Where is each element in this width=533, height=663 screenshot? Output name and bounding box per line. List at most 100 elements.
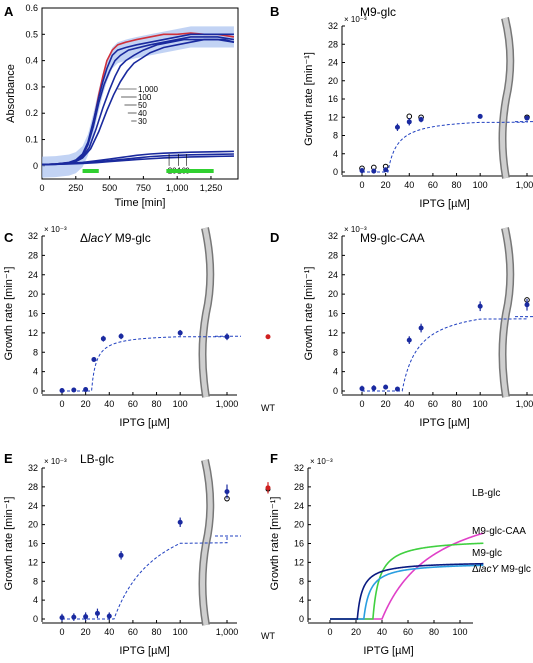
y-tick-label-f: 24: [294, 501, 304, 511]
curve-label-a: 100: [138, 93, 152, 102]
data-point: [83, 614, 89, 620]
data-point: [59, 615, 65, 621]
x-tick-label: 80: [452, 399, 462, 409]
x-tick-label-wt: WT: [261, 631, 275, 641]
data-point: [383, 167, 389, 173]
panel-c: C ΔlacY M9-glc 0 4 8 12 16 20 24 28 32 × 10⁻³ Growth…: [3, 225, 275, 429]
x-tick-label: 0: [59, 627, 64, 637]
series-label-f: M9-glc: [472, 548, 502, 559]
y-axis-label: Growth rate [min⁻¹]: [303, 267, 315, 361]
series-line-f: [330, 532, 484, 620]
y-tick-label-a: 0.1: [25, 135, 38, 145]
x-tick-label-f: 0: [327, 627, 332, 637]
x-tick-label: 20: [381, 180, 391, 190]
y-tick-label: 12: [328, 328, 338, 338]
panel-a: A 0 250 500 750 1,000 1,250 0 0.1 0.2 0.3 0.4 0.5 0.6…: [4, 3, 239, 209]
y-tick-label: 20: [28, 520, 38, 530]
x-axis-label: IPTG [µM]: [119, 645, 169, 657]
y-tick-label: 28: [28, 250, 38, 260]
panel-letter-f: F: [270, 451, 278, 466]
x-axis-label: IPTG [µM]: [419, 417, 469, 429]
y-tick-label: 0: [33, 614, 38, 624]
data-point: [224, 489, 230, 495]
x-tick-label: 40: [104, 399, 114, 409]
y-tick-label-f: 16: [294, 539, 304, 549]
y-tick-label-a: 0.2: [25, 108, 38, 118]
data-point: [359, 168, 365, 174]
x-tick-label: 20: [81, 399, 91, 409]
y-tick-label: 0: [333, 167, 338, 177]
series-line-f: [330, 562, 484, 620]
x-tick-label-a: 1,000: [166, 183, 189, 193]
y-tick-label: 20: [328, 76, 338, 86]
y-tick-label: 0: [333, 386, 338, 396]
wt-red-point: [265, 334, 271, 340]
x-tick-label: 80: [452, 180, 462, 190]
y-tick-label: 8: [333, 347, 338, 357]
data-point: [106, 613, 112, 619]
x-tick-label: 100: [473, 399, 488, 409]
y-tick-label: 12: [28, 328, 38, 338]
data-point: [394, 124, 400, 130]
x-tick-label-f: 40: [377, 627, 387, 637]
x-tick-label: 20: [81, 627, 91, 637]
panel-f: F 0 4 8 12 16 20 24 28 32 × 10⁻³ Growth rate [min⁻¹…: [269, 451, 531, 657]
x-tick-label-a: 0: [39, 183, 44, 193]
series-line-f: [330, 564, 484, 620]
panel-title-e: LB-glc: [80, 452, 114, 466]
fit-curve: [62, 535, 228, 620]
axis-break: [500, 17, 513, 179]
x-tick-label-wt: WT: [261, 403, 275, 413]
data-point: [59, 388, 65, 394]
y-tick-label-f: 32: [294, 463, 304, 473]
y-tick-label-a: 0.6: [25, 3, 38, 13]
y-tick-label: 24: [28, 270, 38, 280]
series-line-a: [41, 38, 235, 166]
x-tick-label: 60: [428, 399, 438, 409]
data-point: [418, 325, 424, 331]
data-point: [71, 614, 77, 620]
data-point: [394, 386, 400, 392]
y-multiplier-f: × 10⁻³: [310, 457, 333, 466]
data-point: [383, 384, 389, 390]
series-line-f: [330, 542, 484, 620]
panel-letter-a: A: [4, 4, 14, 19]
data-point: [100, 336, 106, 342]
x-tick-label: 100: [173, 399, 188, 409]
y-tick-label-a: 0: [33, 161, 38, 171]
series-label-f: ΔlacY M9-glc: [472, 564, 531, 575]
data-point: [91, 357, 97, 363]
x-tick-label-a: 750: [136, 183, 151, 193]
y-tick-label-a: 0.3: [25, 82, 38, 92]
x-tick-label: 1,000: [216, 627, 239, 637]
green-bar-a: [166, 169, 214, 173]
y-tick-label: 4: [33, 595, 38, 605]
data-point: [477, 303, 483, 309]
data-point: [118, 333, 124, 339]
x-tick-label: 100: [473, 180, 488, 190]
x-tick-label: 0: [59, 399, 64, 409]
y-tick-label-f: 0: [299, 614, 304, 624]
series-label-f: M9-glc-CAA: [472, 526, 526, 537]
x-tick-label: 80: [152, 399, 162, 409]
x-tick-label-f: 60: [403, 627, 413, 637]
series-label-italic: lacY: [479, 564, 500, 575]
x-axis-label-f: IPTG [µM]: [363, 645, 413, 657]
y-tick-label: 8: [33, 576, 38, 586]
y-tick-label: 0: [33, 386, 38, 396]
y-tick-label: 20: [28, 289, 38, 299]
panel-title-c: ΔlacY M9-glc: [80, 231, 151, 245]
data-point: [406, 337, 412, 343]
panel-b: B M9-glc 0 4 8 12 16 20 24 28 32 × 10⁻³ Growth rate …: [270, 4, 533, 210]
y-tick-label: 20: [328, 289, 338, 299]
title-suffix: M9-glc: [111, 231, 150, 245]
y-multiplier: × 10⁻³: [344, 15, 367, 24]
panel-e: E LB-glc 0 4 8 12 16 20 24 28 32 × 10⁻³ Growth rate …: [3, 451, 275, 657]
x-tick-label: 80: [152, 627, 162, 637]
x-tick-label-a: 500: [102, 183, 117, 193]
curve-label-a: 30: [138, 117, 147, 126]
y-multiplier: × 10⁻³: [344, 225, 367, 234]
y-tick-label: 4: [333, 149, 338, 159]
y-tick-label: 28: [28, 482, 38, 492]
